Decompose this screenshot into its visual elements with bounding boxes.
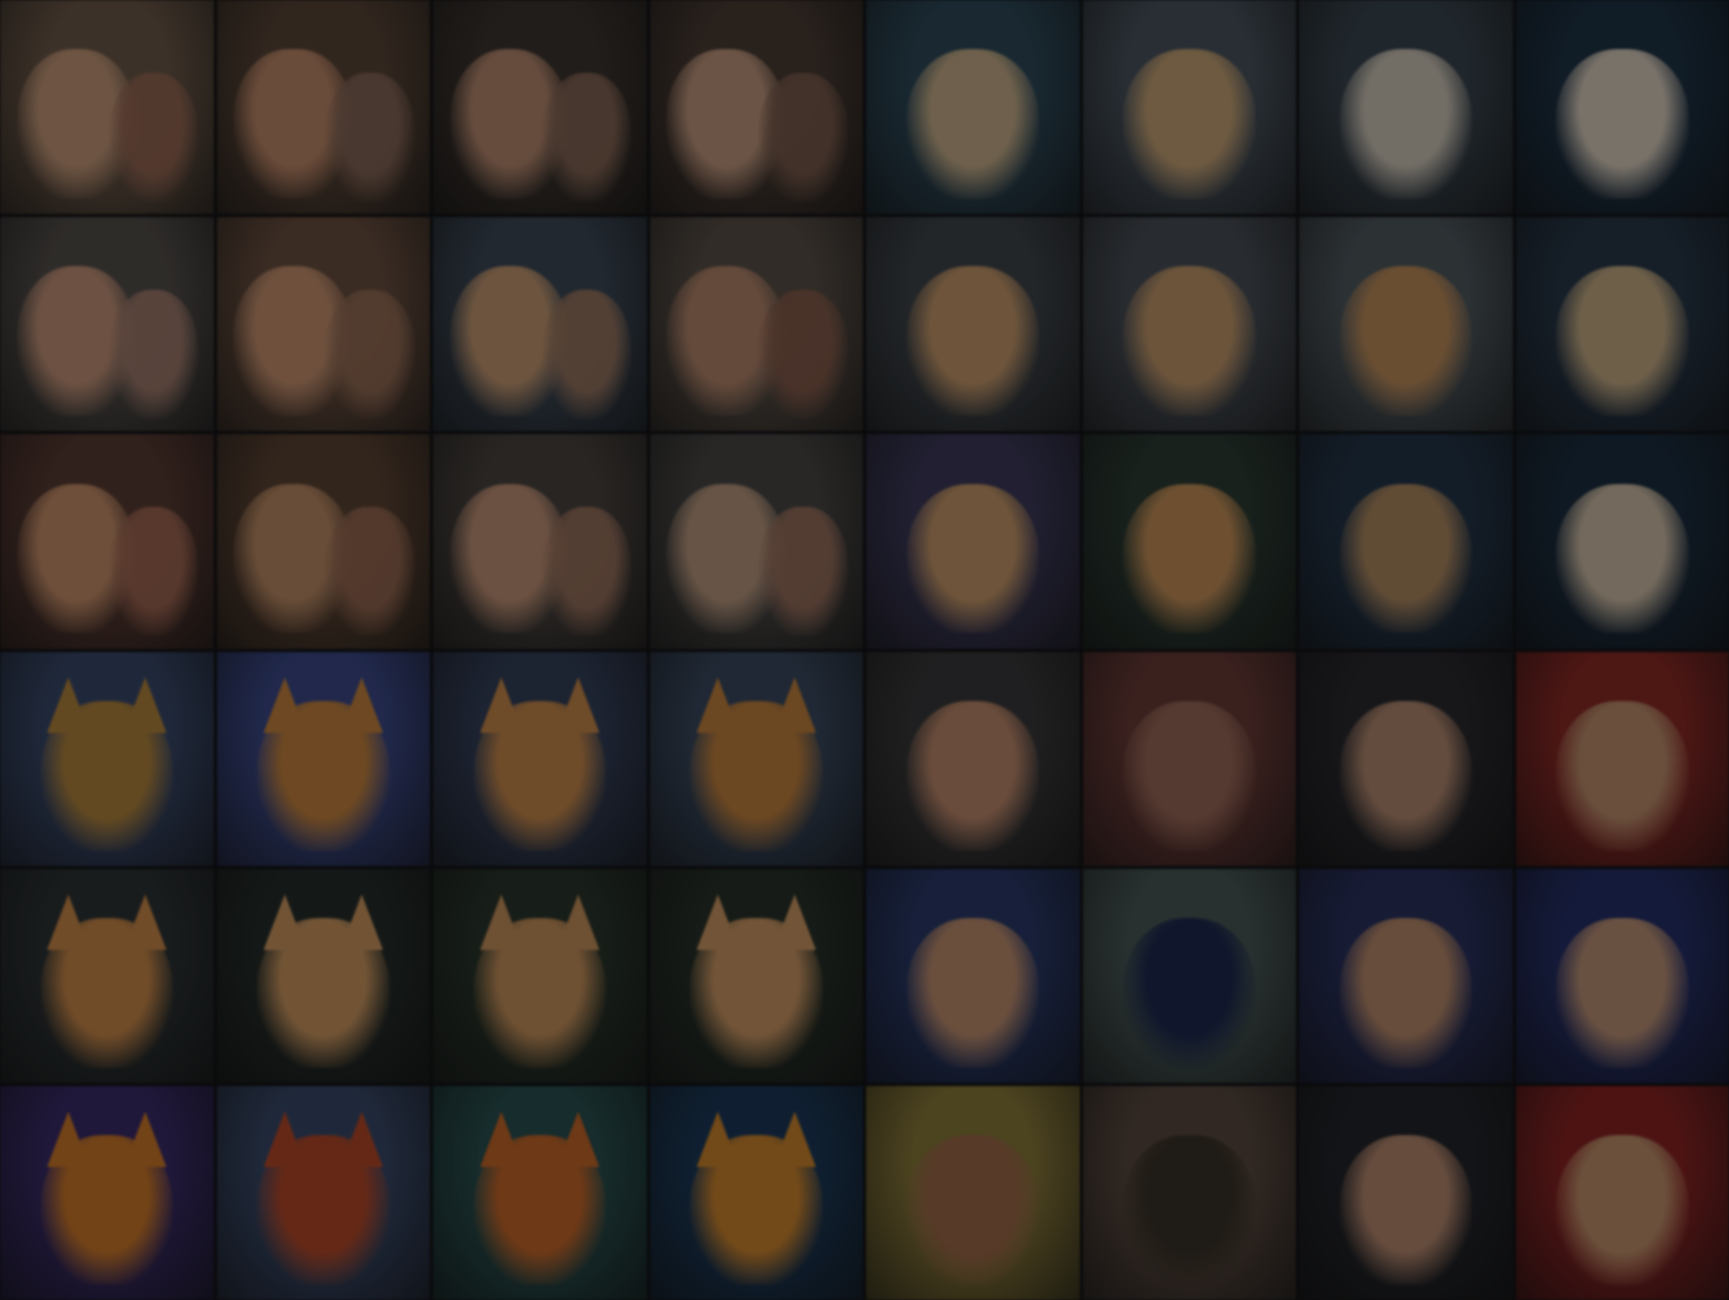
gallery-tile-couple-portrait[interactable]	[433, 434, 647, 649]
pomeranian-dog-figure	[906, 49, 1039, 200]
gallery-tile-orange-cat[interactable]	[649, 651, 863, 866]
gallery-tile-orange-cat[interactable]	[0, 1085, 214, 1300]
gallery-tile-couple-portrait[interactable]	[216, 0, 430, 215]
couple-portrait-second-figure	[758, 507, 849, 636]
gallery-tile-pomeranian-dog[interactable]	[1299, 434, 1513, 649]
gallery-tile-orange-cat[interactable]	[433, 1085, 647, 1300]
couple-portrait-second-figure	[541, 72, 632, 202]
gallery-tile-couple-portrait[interactable]	[649, 217, 863, 432]
pomeranian-dog-figure	[906, 266, 1039, 417]
gallery-tile-pomeranian-dog[interactable]	[1082, 0, 1296, 215]
couple-portrait-second-figure	[108, 72, 199, 202]
gallery-tile-bearded-man[interactable]	[1082, 1085, 1296, 1300]
gallery-tile-pomeranian-dog[interactable]	[866, 0, 1080, 215]
pomeranian-dog-figure	[1556, 483, 1689, 634]
gallery-tile-pomeranian-dog[interactable]	[1082, 434, 1296, 649]
gallery-tile-bearded-man[interactable]	[1299, 651, 1513, 866]
gallery-tile-pomeranian-dog[interactable]	[866, 217, 1080, 432]
gallery-tile-pomeranian-dog[interactable]	[1299, 217, 1513, 432]
couple-portrait-second-figure	[541, 289, 632, 419]
bearded-man-figure	[1556, 700, 1689, 851]
couple-portrait-second-figure	[758, 72, 849, 202]
gallery-tile-bearded-man[interactable]	[1515, 651, 1729, 866]
gallery-tile-orange-cat[interactable]	[216, 651, 430, 866]
gallery-tile-couple-portrait[interactable]	[216, 434, 430, 649]
gallery-tile-pomeranian-dog[interactable]	[1299, 0, 1513, 215]
bearded-man-figure	[1123, 700, 1256, 851]
bearded-man-figure	[1339, 1135, 1472, 1285]
couple-portrait-second-figure	[325, 289, 416, 419]
pomeranian-dog-figure	[1339, 266, 1472, 417]
gallery-tile-pomeranian-dog[interactable]	[1515, 0, 1729, 215]
gallery-tile-couple-portrait[interactable]	[0, 217, 214, 432]
pomeranian-dog-figure	[906, 483, 1039, 634]
gallery-tile-orange-cat[interactable]	[0, 868, 214, 1083]
gallery-tile-orange-cat[interactable]	[649, 868, 863, 1083]
bearded-man-figure	[1123, 1135, 1256, 1285]
gallery-tile-bearded-man[interactable]	[866, 1085, 1080, 1300]
gallery-tile-orange-cat[interactable]	[0, 651, 214, 866]
bearded-man-figure	[1339, 700, 1472, 851]
couple-portrait-second-figure	[325, 507, 416, 636]
gallery-tile-pomeranian-dog[interactable]	[1082, 217, 1296, 432]
couple-portrait-second-figure	[325, 72, 416, 202]
gallery-tile-bearded-man[interactable]	[1299, 1085, 1513, 1300]
pomeranian-dog-figure	[1339, 483, 1472, 634]
gallery-tile-couple-portrait[interactable]	[0, 0, 214, 215]
pomeranian-dog-figure	[1339, 49, 1472, 200]
gallery-tile-couple-portrait[interactable]	[216, 217, 430, 432]
bearded-man-figure	[1556, 1135, 1689, 1285]
gallery-tile-couple-portrait[interactable]	[0, 434, 214, 649]
pomeranian-dog-figure	[1556, 266, 1689, 417]
pomeranian-dog-figure	[1556, 49, 1689, 200]
gallery-tile-couple-portrait[interactable]	[433, 217, 647, 432]
gallery-tile-orange-cat[interactable]	[433, 868, 647, 1083]
gallery-tile-bearded-man[interactable]	[1082, 868, 1296, 1083]
gallery-tile-couple-portrait[interactable]	[433, 0, 647, 215]
couple-portrait-second-figure	[108, 507, 199, 636]
couple-portrait-second-figure	[108, 289, 199, 419]
gallery-tile-bearded-man[interactable]	[1299, 868, 1513, 1083]
bearded-man-figure	[1123, 917, 1256, 1068]
couple-portrait-second-figure	[541, 507, 632, 636]
couple-portrait-second-figure	[758, 289, 849, 419]
gallery-tile-orange-cat[interactable]	[216, 1085, 430, 1300]
gallery-tile-bearded-man[interactable]	[1515, 1085, 1729, 1300]
gallery-tile-bearded-man[interactable]	[1515, 868, 1729, 1083]
bearded-man-figure	[1339, 917, 1472, 1068]
pomeranian-dog-figure	[1123, 483, 1256, 634]
gallery-tile-bearded-man[interactable]	[1082, 651, 1296, 866]
gallery-tile-pomeranian-dog[interactable]	[866, 434, 1080, 649]
bearded-man-figure	[906, 1135, 1039, 1285]
pomeranian-dog-figure	[1123, 49, 1256, 200]
gallery-tile-pomeranian-dog[interactable]	[1515, 217, 1729, 432]
gallery-tile-couple-portrait[interactable]	[649, 434, 863, 649]
gallery-tile-pomeranian-dog[interactable]	[1515, 434, 1729, 649]
bearded-man-figure	[906, 917, 1039, 1068]
gallery-tile-couple-portrait[interactable]	[649, 0, 863, 215]
bearded-man-figure	[1556, 917, 1689, 1068]
gallery-tile-orange-cat[interactable]	[649, 1085, 863, 1300]
gallery-tile-orange-cat[interactable]	[433, 651, 647, 866]
pomeranian-dog-figure	[1123, 266, 1256, 417]
bearded-man-figure	[906, 700, 1039, 851]
gallery-tile-bearded-man[interactable]	[866, 651, 1080, 866]
gallery-tile-orange-cat[interactable]	[216, 868, 430, 1083]
gallery-tile-bearded-man[interactable]	[866, 868, 1080, 1083]
